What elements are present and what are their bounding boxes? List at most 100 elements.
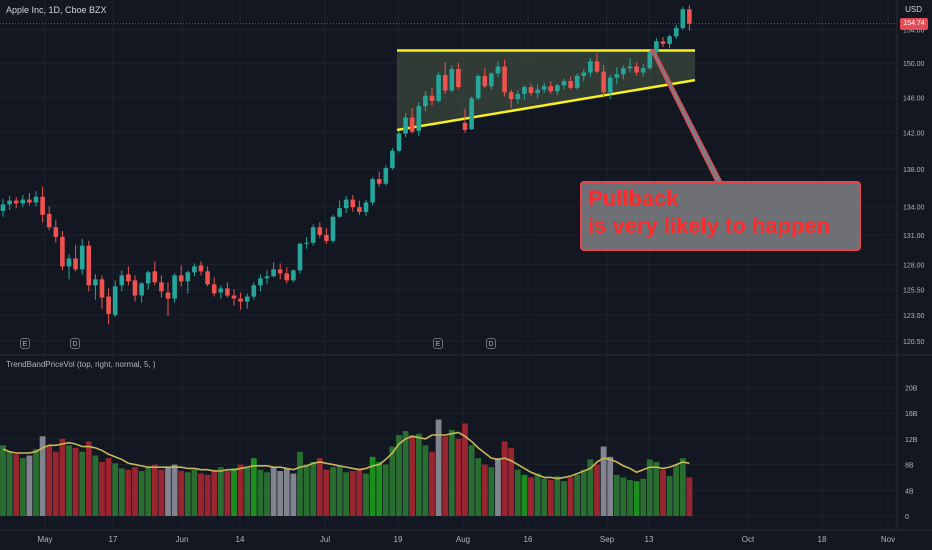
candle-body	[350, 199, 356, 208]
candle-body	[680, 9, 686, 29]
candle-body	[449, 69, 455, 91]
candle-body	[647, 52, 653, 69]
candle-body	[86, 245, 92, 286]
candle-body	[205, 271, 210, 285]
candle-body	[687, 9, 692, 24]
candle-body	[218, 288, 224, 293]
volume-bar	[250, 458, 257, 516]
indicator-title[interactable]: TrendBandPriceVol (top, right, normal, 5…	[6, 360, 156, 369]
price-tick-label: 134.00	[903, 204, 925, 211]
candle-body	[541, 86, 547, 90]
volume-bar	[138, 471, 145, 516]
time-tick-label: Jun	[176, 535, 189, 544]
candle-body	[475, 75, 481, 99]
volume-bar	[118, 468, 125, 516]
candle-body	[343, 199, 349, 209]
volume-bar	[600, 446, 607, 516]
candle-body	[297, 243, 303, 271]
volume-bar	[145, 467, 152, 516]
candle-body	[568, 81, 573, 88]
candle-body	[46, 213, 52, 228]
candle-body	[159, 282, 164, 292]
candle-body	[291, 270, 296, 281]
volume-ma-series	[2, 431, 690, 480]
candle-body	[185, 272, 191, 282]
candle-body	[258, 278, 263, 286]
price-tick-label: 150.00	[903, 61, 925, 68]
volume-bar	[303, 464, 310, 516]
volume-bar	[514, 469, 521, 516]
volume-bar	[653, 462, 660, 516]
candle-body	[79, 245, 85, 270]
earnings-event-icon[interactable]: E	[433, 338, 443, 349]
volume-bar	[112, 463, 119, 516]
volume-bar	[6, 451, 13, 516]
volume-bar	[184, 472, 191, 516]
candle-body	[60, 236, 65, 267]
volume-bar	[409, 435, 416, 516]
last-price-tag: 154.74	[900, 17, 928, 30]
volume-bar	[211, 469, 218, 516]
candle-body	[145, 272, 151, 284]
candle-body	[53, 227, 59, 237]
candle-body	[363, 202, 369, 212]
candle-body	[614, 74, 620, 78]
candle-body	[640, 68, 646, 73]
candle-body	[99, 279, 105, 298]
price-tick-label: 131.00	[903, 233, 925, 240]
pullback-annotation[interactable]: Pullback is very likely to happen	[580, 181, 861, 251]
candle-body	[165, 292, 171, 299]
volume-bar	[330, 467, 336, 516]
candle-body	[330, 216, 336, 241]
price-tick-label: 125.50	[903, 287, 925, 294]
volume-bar	[488, 467, 495, 516]
candle-body	[482, 75, 488, 87]
volume-bar	[547, 480, 554, 516]
time-tick-label: 14	[236, 535, 245, 544]
price-tick-label: 146.00	[903, 95, 925, 102]
volume-bar	[363, 473, 369, 516]
candle-body	[225, 288, 230, 296]
earnings-event-icon[interactable]: E	[20, 338, 30, 349]
volume-bar	[640, 478, 647, 516]
candle-body	[601, 71, 606, 93]
volume-bars	[0, 419, 693, 516]
candle-body	[423, 95, 428, 107]
volume-bar	[59, 438, 66, 516]
volume-bar	[39, 436, 46, 516]
candle-body	[337, 208, 342, 217]
volume-bar	[442, 436, 449, 516]
volume-bar	[587, 459, 594, 516]
volume-bar	[72, 447, 79, 516]
candle-body	[607, 77, 613, 93]
volume-bar	[508, 447, 515, 516]
volume-bar	[607, 456, 614, 516]
symbol-title[interactable]: Apple Inc, 1D, Cboe BZX	[6, 5, 107, 15]
price-tick-label: 123.00	[903, 313, 925, 320]
candle-body	[442, 75, 448, 91]
candle-body	[244, 296, 250, 302]
dividend-event-icon[interactable]: D	[70, 338, 80, 349]
annotation-line-2: is very likely to happen	[588, 213, 831, 238]
volume-bar	[151, 464, 158, 516]
volume-bar	[26, 455, 33, 516]
volume-bar	[435, 419, 442, 516]
volume-bar	[224, 471, 231, 516]
dividend-event-icon[interactable]: D	[486, 338, 496, 349]
volume-bar	[673, 464, 680, 516]
candle-body	[211, 284, 217, 294]
candle-body	[634, 66, 639, 73]
candle-body	[40, 196, 45, 215]
price-tick-label: 120.50	[903, 339, 925, 346]
volume-bar	[99, 462, 105, 516]
candle-body	[528, 87, 534, 94]
volume-bar	[686, 477, 693, 516]
price-tick-label: 154.00	[903, 28, 925, 35]
volume-bar	[270, 467, 277, 516]
candlesticks	[0, 5, 692, 325]
volume-bar	[46, 445, 53, 516]
volume-bar	[0, 445, 6, 516]
volume-bar	[283, 468, 290, 516]
volume-bar	[165, 467, 171, 516]
